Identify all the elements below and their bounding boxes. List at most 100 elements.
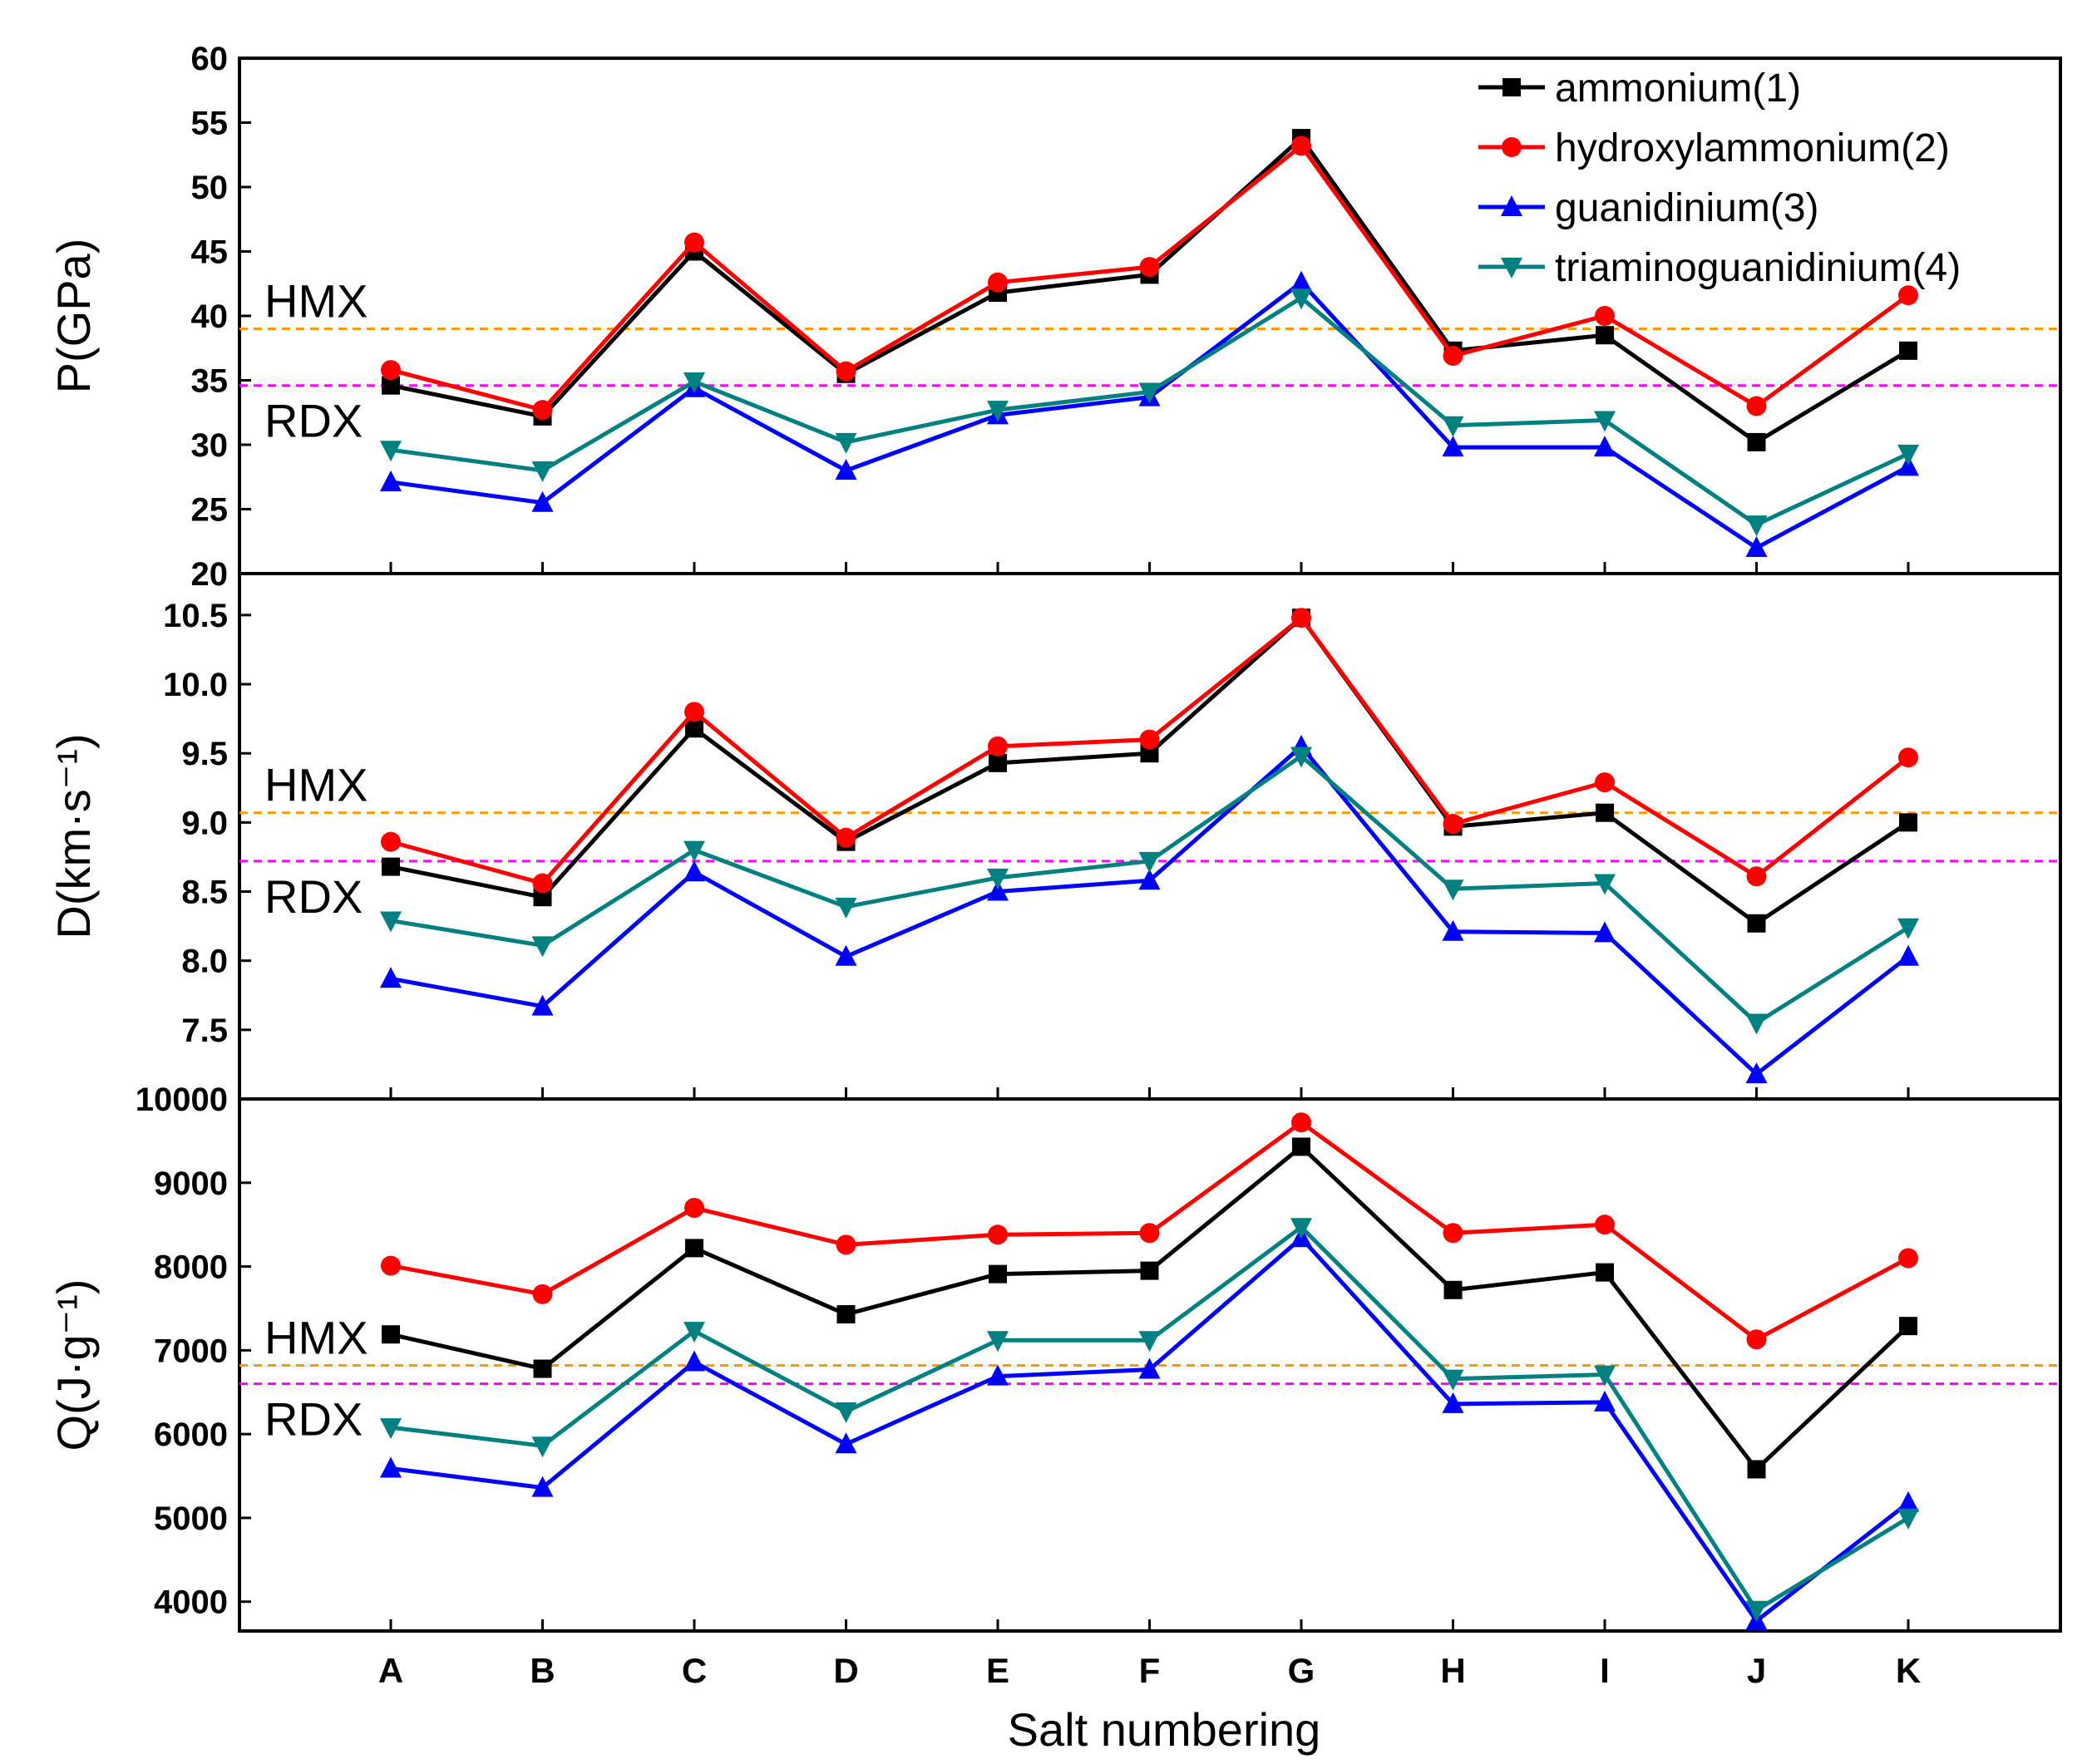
data-point (1443, 346, 1463, 367)
data-point (1594, 874, 1616, 895)
series-ammonium1 (382, 1137, 1917, 1479)
data-point (987, 401, 1009, 422)
data-point (532, 400, 553, 421)
y-tick-label: 8000 (154, 1249, 228, 1286)
data-point (1140, 744, 1159, 763)
data-point (1138, 1331, 1161, 1353)
legend-item: triaminoguanidinium(4) (1478, 246, 1961, 290)
data-point (1595, 772, 1615, 793)
legend-label: guanidinium(3) (1555, 186, 1819, 230)
data-point (836, 1234, 856, 1255)
data-point (382, 857, 400, 876)
data-point (532, 873, 553, 894)
data-point (1138, 869, 1161, 890)
data-point (1745, 1062, 1768, 1084)
data-point (1594, 1390, 1616, 1412)
data-point (1290, 1218, 1312, 1239)
data-point (533, 888, 552, 907)
series-triaminoguanidinium4 (380, 288, 1919, 537)
data-point (532, 1284, 553, 1304)
data-point (989, 753, 1007, 772)
y-tick-label: 8.5 (181, 875, 228, 911)
data-point (1594, 921, 1616, 943)
y-axis-title-q: Q(J·g⁻¹) (47, 1279, 100, 1451)
data-point (1139, 729, 1160, 750)
panel-p: 20 25 30 35 40 45 50 55 60 HMX RDX P(GPa) (47, 41, 2062, 593)
data-point (988, 1224, 1008, 1245)
y-tick-label: 6000 (154, 1417, 228, 1453)
data-point (1443, 1223, 1463, 1244)
y-tick-label: 8.0 (181, 944, 228, 980)
series-line (390, 280, 1910, 550)
data-point (380, 967, 402, 988)
data-point (683, 860, 705, 882)
panel-d: 7.5 8.0 8.5 9.0 9.5 10.0 10.5 HMX RDX D(km·s⁻¹) (47, 572, 2062, 1101)
legend-marker (1502, 137, 1522, 157)
data-point (1746, 1329, 1767, 1350)
data-point (1897, 918, 1919, 939)
data-point (836, 827, 856, 848)
x-tick-label: J (1747, 1651, 1766, 1690)
y-tick-label: 10.5 (163, 598, 228, 634)
data-point (380, 911, 402, 933)
y-tick-label: 5000 (154, 1500, 228, 1537)
data-point (1747, 432, 1766, 451)
series-guanidinium3 (380, 734, 1919, 1084)
data-point (1745, 515, 1768, 537)
data-point (835, 1402, 857, 1423)
legend-marker (1502, 78, 1521, 96)
x-tick-label: F (1139, 1651, 1161, 1690)
legend-item: hydroxylammonium(2) (1478, 126, 1950, 170)
data-point (531, 1476, 554, 1497)
data-point (1594, 411, 1616, 432)
legend-item: guanidinium(3) (1478, 186, 1819, 230)
legend-label: hydroxylammonium(2) (1555, 126, 1950, 170)
series-guanidinium3 (380, 270, 1919, 557)
reference-label-rdx: RDX (264, 1393, 363, 1446)
data-point (988, 736, 1008, 756)
data-point (1897, 444, 1919, 466)
data-point (835, 432, 857, 454)
data-point (1897, 1491, 1919, 1512)
data-point (380, 441, 402, 462)
data-point (381, 1255, 401, 1276)
data-point (836, 361, 856, 382)
data-point (531, 1436, 554, 1458)
data-point (988, 272, 1008, 293)
data-point (836, 1305, 856, 1324)
y-tick-label: 10.0 (163, 667, 228, 703)
data-point (1442, 1392, 1464, 1413)
data-point (1897, 944, 1919, 966)
reference-label-rdx: RDX (264, 870, 363, 923)
series-hydroxylammonium2 (381, 1112, 1918, 1350)
data-point (381, 831, 401, 852)
reference-label-rdx: RDX (264, 395, 363, 447)
legend: ammonium(1) hydroxylammonium(2) guanidiniu… (1478, 67, 1961, 290)
data-point (1290, 288, 1312, 310)
data-point (1442, 880, 1464, 901)
data-point (835, 944, 857, 966)
y-tick-label: 7000 (154, 1333, 228, 1369)
reference-label-hmx: HMX (264, 275, 368, 328)
data-point (835, 459, 857, 480)
series-hydroxylammonium2 (381, 136, 1918, 421)
y-tick-label: 9.0 (181, 805, 228, 841)
data-point (1596, 326, 1614, 345)
legend-label: ammonium(1) (1555, 67, 1801, 111)
data-point (1595, 1215, 1615, 1235)
data-point (1290, 270, 1312, 292)
y-tick-label: 60 (191, 41, 229, 77)
data-point (989, 1264, 1007, 1284)
reference-label-hmx: HMX (264, 759, 368, 811)
data-point (531, 461, 554, 482)
data-point (1594, 1365, 1616, 1387)
data-point (1443, 814, 1463, 835)
data-point (1745, 1600, 1768, 1622)
data-point (1140, 1261, 1159, 1280)
legend-label: triaminoguanidinium(4) (1555, 246, 1961, 290)
legend-marker (1501, 258, 1522, 278)
data-point (683, 840, 705, 862)
y-tick-label: 25 (191, 492, 229, 529)
panels-layer: 20 25 30 35 40 45 50 55 60 HMX RDX P(GPa) 7.5 8.0 8.5 9… (47, 41, 2062, 1690)
